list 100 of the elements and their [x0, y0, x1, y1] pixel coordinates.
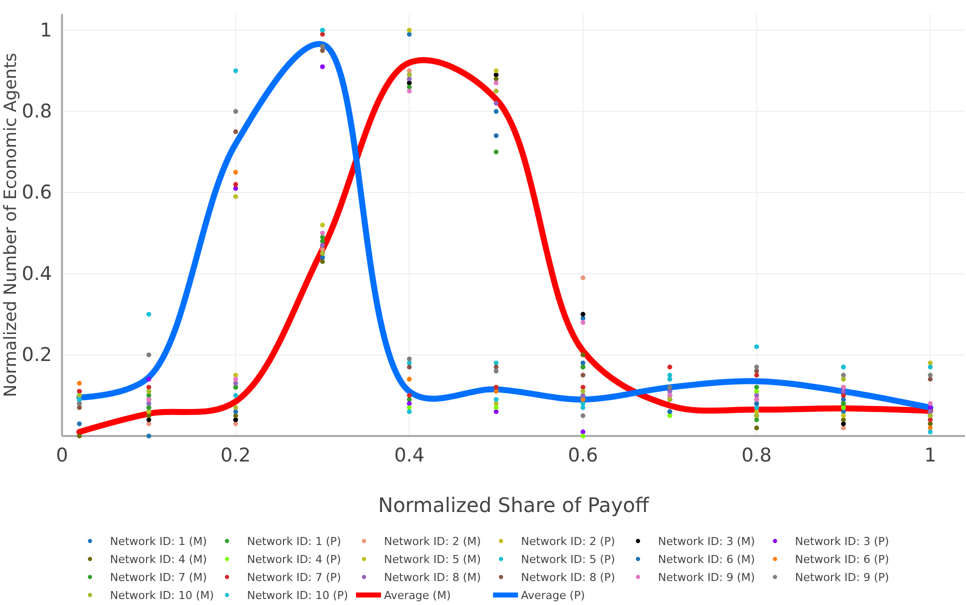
point: [494, 133, 499, 138]
point: [320, 259, 325, 264]
legend-label: Network ID: 10 (M): [110, 589, 214, 602]
point: [320, 222, 325, 228]
point: [494, 76, 499, 82]
point: [233, 372, 238, 378]
point: [494, 100, 499, 106]
point: [233, 129, 238, 134]
point: [494, 68, 499, 74]
point: [754, 368, 760, 374]
point: [233, 194, 238, 199]
point: [494, 388, 499, 394]
point: [841, 413, 846, 418]
point: [580, 397, 586, 402]
point: [580, 372, 586, 378]
point: [667, 364, 672, 370]
legend-label: Network ID: 6 (P): [795, 553, 890, 566]
legend-label: Network ID: 4 (P): [247, 553, 342, 566]
legend-label: Average (M): [384, 589, 451, 602]
legend-label: Network ID: 8 (M): [384, 571, 481, 584]
point: [76, 421, 82, 426]
point: [233, 182, 238, 187]
point: [233, 393, 238, 398]
legend-label: Network ID: 2 (M): [384, 535, 481, 548]
point: [928, 430, 933, 434]
point: [580, 320, 586, 325]
point: [233, 108, 238, 114]
point: [494, 364, 499, 370]
point: [494, 150, 499, 154]
point: [580, 430, 586, 434]
point: [754, 344, 760, 350]
y-tick-label: 0.8: [22, 100, 52, 122]
point: [233, 170, 238, 175]
point: [754, 364, 760, 370]
point: [146, 312, 152, 317]
legend-label: Network ID: 5 (M): [384, 553, 481, 566]
point: [76, 434, 82, 438]
point: [320, 32, 325, 37]
legend-label: Network ID: 3 (M): [658, 535, 755, 548]
legend-label: Network ID: 7 (M): [110, 571, 207, 584]
point: [320, 64, 325, 70]
legend-label: Network ID: 10 (P): [247, 589, 348, 602]
x-tick-label: 0.2: [220, 444, 251, 466]
legend-label: Network ID: 6 (M): [658, 553, 755, 566]
x-axis-title: Normalized Share of Payoff: [378, 493, 650, 517]
point: [406, 88, 412, 94]
legend-label: Network ID: 9 (P): [795, 571, 890, 584]
point: [494, 360, 499, 366]
point: [233, 68, 238, 74]
point: [494, 397, 499, 402]
point: [233, 413, 238, 418]
legend-label: Network ID: 3 (P): [795, 535, 890, 548]
point: [320, 230, 325, 236]
legend-label: Network ID: 1 (M): [110, 535, 207, 548]
x-tick-label: 0.4: [394, 444, 424, 466]
point: [320, 238, 325, 244]
point: [146, 376, 152, 382]
legend-label: Network ID: 4 (M): [110, 553, 207, 566]
point: [233, 186, 238, 191]
point: [146, 409, 152, 414]
point: [406, 401, 412, 406]
point: [406, 28, 412, 33]
point: [406, 405, 412, 410]
point: [928, 360, 933, 366]
point: [580, 405, 586, 410]
point: [928, 364, 933, 370]
legend-label: Network ID: 1 (P): [247, 535, 342, 548]
point: [754, 417, 760, 422]
point: [580, 352, 586, 358]
point: [76, 380, 82, 386]
point: [841, 421, 846, 426]
point: [754, 372, 760, 378]
legend-label: Network ID: 5 (P): [521, 553, 616, 566]
y-axis-title: Normalized Number of Economic Agents: [1, 52, 21, 398]
point: [580, 388, 586, 394]
point: [494, 409, 499, 414]
y-tick-label: 0.6: [22, 182, 52, 204]
point: [754, 425, 760, 430]
point: [494, 108, 499, 114]
x-tick-label: 0: [56, 444, 68, 466]
legend-label: Network ID: 7 (P): [247, 571, 342, 584]
x-tick-label: 0.6: [568, 444, 598, 466]
point: [841, 417, 846, 422]
point: [494, 405, 499, 410]
point: [580, 384, 586, 390]
point: [841, 372, 846, 378]
point: [494, 80, 499, 86]
point: [580, 413, 586, 418]
x-tick-label: 0.8: [742, 444, 772, 466]
point: [406, 364, 412, 370]
y-tick-label: 0.4: [22, 262, 52, 285]
point: [406, 393, 412, 398]
y-tick-label: 0.2: [22, 344, 52, 366]
legend-label: Average (P): [521, 589, 585, 602]
point: [233, 405, 238, 410]
point: [841, 405, 846, 410]
point: [754, 384, 760, 390]
point: [928, 401, 933, 406]
x-tick-label: 1: [924, 444, 936, 466]
legend-label: Network ID: 2 (P): [521, 535, 616, 548]
